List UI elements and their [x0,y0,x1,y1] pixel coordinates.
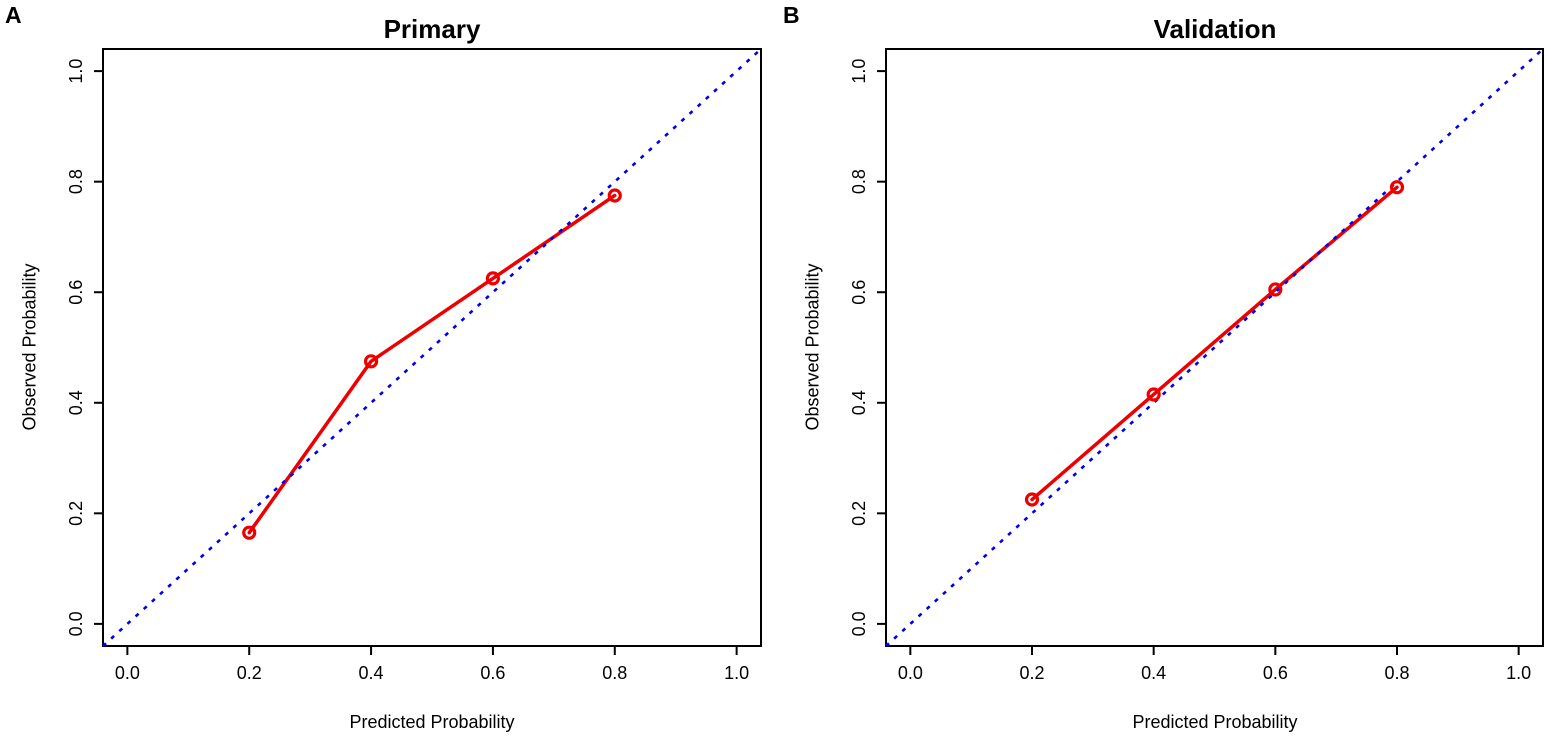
y-tick-label: 0.0 [66,611,86,636]
panel-a-letter: A [5,2,22,28]
y-tick-label: 0.6 [849,280,869,305]
calibration-line [1030,185,1399,502]
y-tick-label: 0.8 [66,169,86,194]
y-tick-label: 0.4 [849,390,869,415]
calibration-point [1389,180,1405,195]
x-tick-label: 0.0 [898,663,923,683]
y-tick-label: 0.8 [849,169,869,194]
x-tick-label: 0.6 [1263,663,1288,683]
y-tick-label: 1.0 [849,59,869,84]
y-tick-label: 0.6 [66,280,86,305]
validation-plot: 0.0 0.2 0.4 0.6 0.8 1.0 0.0 0.2 0.4 0.6 0.8 1.0 [849,48,1544,683]
calibration-point [1024,492,1040,507]
panel-a-y-axis-label: Observed Probability [19,263,40,431]
calibration-point [485,271,501,286]
x-tick-label: 0.0 [115,663,140,683]
primary-plot: 0.0 0.2 0.4 0.6 0.8 1.0 0.0 0.2 0.4 0.6 0.8 1.0 [66,48,762,683]
plot-box [885,48,1544,647]
calibration-line [247,193,617,535]
panel-b-x-axis-label: Predicted Probability [1132,712,1298,732]
panel-b-y-axis-label: Observed Probability [802,263,823,431]
x-tick-label: 1.0 [724,663,749,683]
y-tick-label: 1.0 [66,59,86,84]
x-tick-label: 0.2 [237,663,262,683]
x-tick-label: 0.6 [480,663,505,683]
y-tick-label: 0.0 [849,611,869,636]
calibration-point [242,525,257,540]
x-tick-label: 0.8 [1384,663,1409,683]
x-tick-label: 0.4 [359,663,384,683]
ideal-line [102,48,762,647]
y-tick-label: 0.2 [849,501,869,526]
x-tick-label: 1.0 [1506,663,1531,683]
x-tick-label: 0.4 [1141,663,1166,683]
plot-box [102,48,762,647]
x-tick-label: 0.8 [602,663,627,683]
calibration-point [1268,282,1283,297]
calibration-point [607,188,622,203]
y-tick-label: 0.2 [66,501,86,526]
ideal-line [885,48,1544,647]
x-tick-label: 0.2 [1019,663,1044,683]
panel-b-letter: B [783,2,800,28]
calibration-point [1146,387,1161,402]
panel-a-title: Primary [383,14,481,44]
y-tick-label: 0.4 [66,390,86,415]
panel-b-title: Validation [1153,14,1277,44]
panel-a-x-axis-label: Predicted Probability [349,712,515,732]
calibration-point [363,354,379,369]
